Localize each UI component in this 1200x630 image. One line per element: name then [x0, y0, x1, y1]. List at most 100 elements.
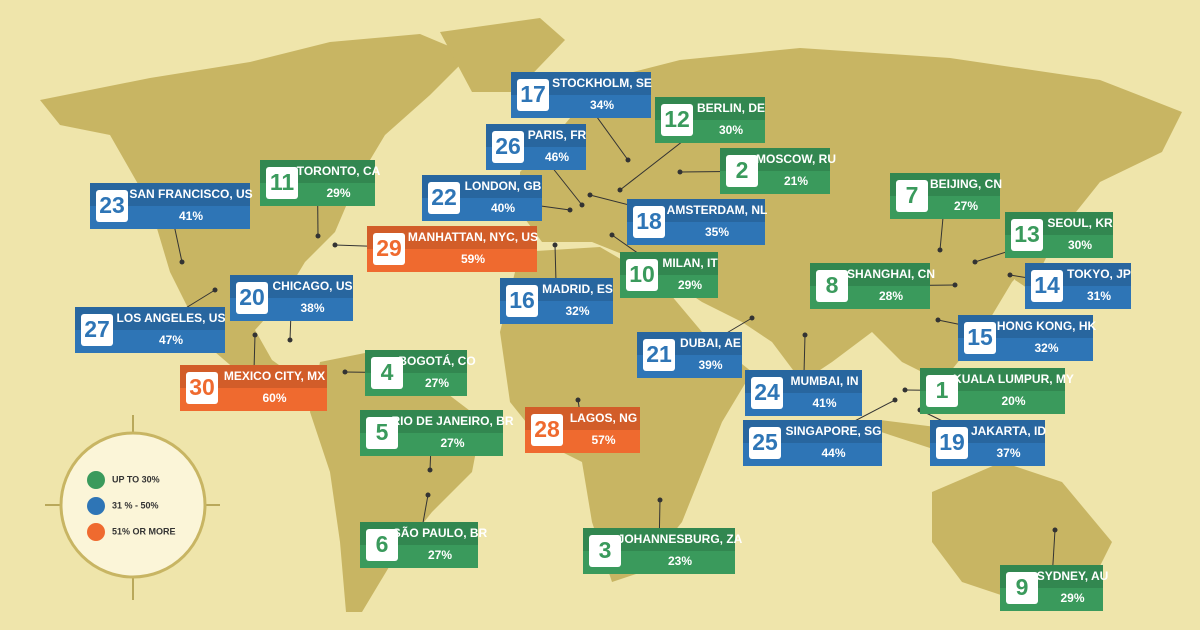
city-label: 30 MEXICO CITY, MX 60% — [180, 365, 327, 411]
rank-badge — [643, 339, 675, 371]
city-name: CHICAGO, US — [272, 279, 352, 293]
rank-badge — [726, 155, 758, 187]
city-name: MANHATTAN, NYC, US — [408, 230, 538, 244]
share: 29% — [326, 186, 350, 200]
city-dot — [1007, 272, 1013, 278]
city-dot — [587, 192, 593, 198]
share: 59% — [461, 252, 485, 266]
city-label: 24 MUMBAI, IN 41% — [745, 370, 862, 416]
rank: 21 — [646, 341, 672, 367]
legend-label: 51% OR MORE — [112, 526, 176, 536]
rank: 8 — [826, 272, 839, 298]
city-dot — [625, 157, 631, 163]
share: 27% — [428, 548, 452, 562]
city-name: JOHANNESBURG, ZA — [618, 532, 743, 546]
share: 40% — [491, 201, 515, 215]
city-label: 1 KUALA LUMPUR, MY 20% — [920, 368, 1074, 414]
city-dot — [1052, 527, 1058, 533]
rank: 28 — [534, 416, 560, 442]
compass — [45, 415, 220, 600]
legend-swatch — [87, 497, 105, 515]
rank: 4 — [381, 359, 394, 385]
city-label: 17 STOCKHOLM, SE 34% — [511, 72, 652, 118]
rank: 10 — [629, 261, 655, 287]
rank-badge — [531, 414, 563, 446]
city-label: 5 RIO DE JANEIRO, BR 27% — [360, 410, 514, 456]
city-dot — [579, 202, 585, 208]
city-name: MOSCOW, RU — [756, 152, 836, 166]
city-dot — [332, 242, 338, 248]
rank-badge — [896, 180, 928, 212]
rank-badge — [266, 167, 298, 199]
city-label: 12 BERLIN, DE 30% — [655, 97, 765, 143]
rank: 2 — [736, 157, 749, 183]
city-dot — [179, 259, 185, 265]
city-name: SAN FRANCISCO, US — [129, 187, 252, 201]
legend-swatch — [87, 523, 105, 541]
city-label: 25 SINGAPORE, SG 44% — [743, 420, 882, 466]
city-dot — [657, 497, 663, 503]
city-name: MEXICO CITY, MX — [224, 369, 325, 383]
city-name: BOGOTÁ, CO — [398, 353, 475, 368]
city-name: LOS ANGELES, US — [117, 311, 226, 325]
rank-badge — [366, 529, 398, 561]
city-label: 6 SÃO PAULO, BR 27% — [360, 522, 488, 568]
city-dot — [425, 492, 431, 498]
city-dot — [567, 207, 573, 213]
rank-badge — [633, 206, 665, 238]
city-name: JAKARTA, ID — [971, 424, 1046, 438]
share: 32% — [565, 304, 589, 318]
rank: 24 — [754, 379, 780, 405]
city-name: MADRID, ES — [542, 282, 613, 296]
city-name: KUALA LUMPUR, MY — [953, 372, 1074, 386]
city-name: BERLIN, DE — [697, 101, 765, 115]
rank-badge — [816, 270, 848, 302]
share: 29% — [1060, 591, 1084, 605]
rank-badge — [1011, 219, 1043, 251]
city-name: BEIJING, CN — [930, 177, 1002, 191]
rank: 17 — [520, 81, 546, 107]
share: 32% — [1034, 341, 1058, 355]
city-label: 18 AMSTERDAM, NL 35% — [627, 199, 767, 245]
rank-badge — [371, 357, 403, 389]
city-name: TOKYO, JP — [1067, 267, 1131, 281]
city-dot — [552, 242, 558, 248]
city-label: 27 LOS ANGELES, US 47% — [75, 307, 225, 353]
rank-badge — [964, 322, 996, 354]
city-name: SYDNEY, AU — [1037, 569, 1109, 583]
city-dot — [342, 369, 348, 375]
share: 46% — [545, 150, 569, 164]
city-name: SINGAPORE, SG — [785, 424, 881, 438]
city-name: PARIS, FR — [528, 128, 587, 142]
legend-label: 31 % - 50% — [112, 500, 159, 510]
city-name: AMSTERDAM, NL — [667, 203, 768, 217]
rank-badge — [926, 375, 958, 407]
rank: 11 — [270, 169, 295, 195]
city-label: 22 LONDON, GB 40% — [422, 175, 542, 221]
share: 39% — [698, 358, 722, 372]
share: 37% — [996, 446, 1020, 460]
label-band — [90, 183, 250, 206]
rank: 13 — [1014, 221, 1040, 247]
rank: 19 — [939, 429, 965, 455]
rank-badge — [492, 131, 524, 163]
city-dot — [902, 387, 908, 393]
city-label: 7 BEIJING, CN 27% — [890, 173, 1002, 219]
share: 30% — [1068, 238, 1092, 252]
share: 41% — [812, 396, 836, 410]
rank-badge — [1031, 270, 1063, 302]
share: 27% — [440, 436, 464, 450]
city-name: STOCKHOLM, SE — [552, 76, 652, 90]
label-band — [367, 226, 537, 249]
city-dot — [677, 169, 683, 175]
city-dot — [749, 315, 755, 321]
city-label: 13 SEOUL, KR 30% — [1005, 212, 1113, 258]
greenland — [440, 18, 565, 92]
rank: 23 — [99, 192, 125, 218]
city-name: RIO DE JANEIRO, BR — [391, 414, 513, 428]
share: 44% — [821, 446, 845, 460]
rank-badge — [236, 282, 268, 314]
share: 27% — [425, 376, 449, 390]
